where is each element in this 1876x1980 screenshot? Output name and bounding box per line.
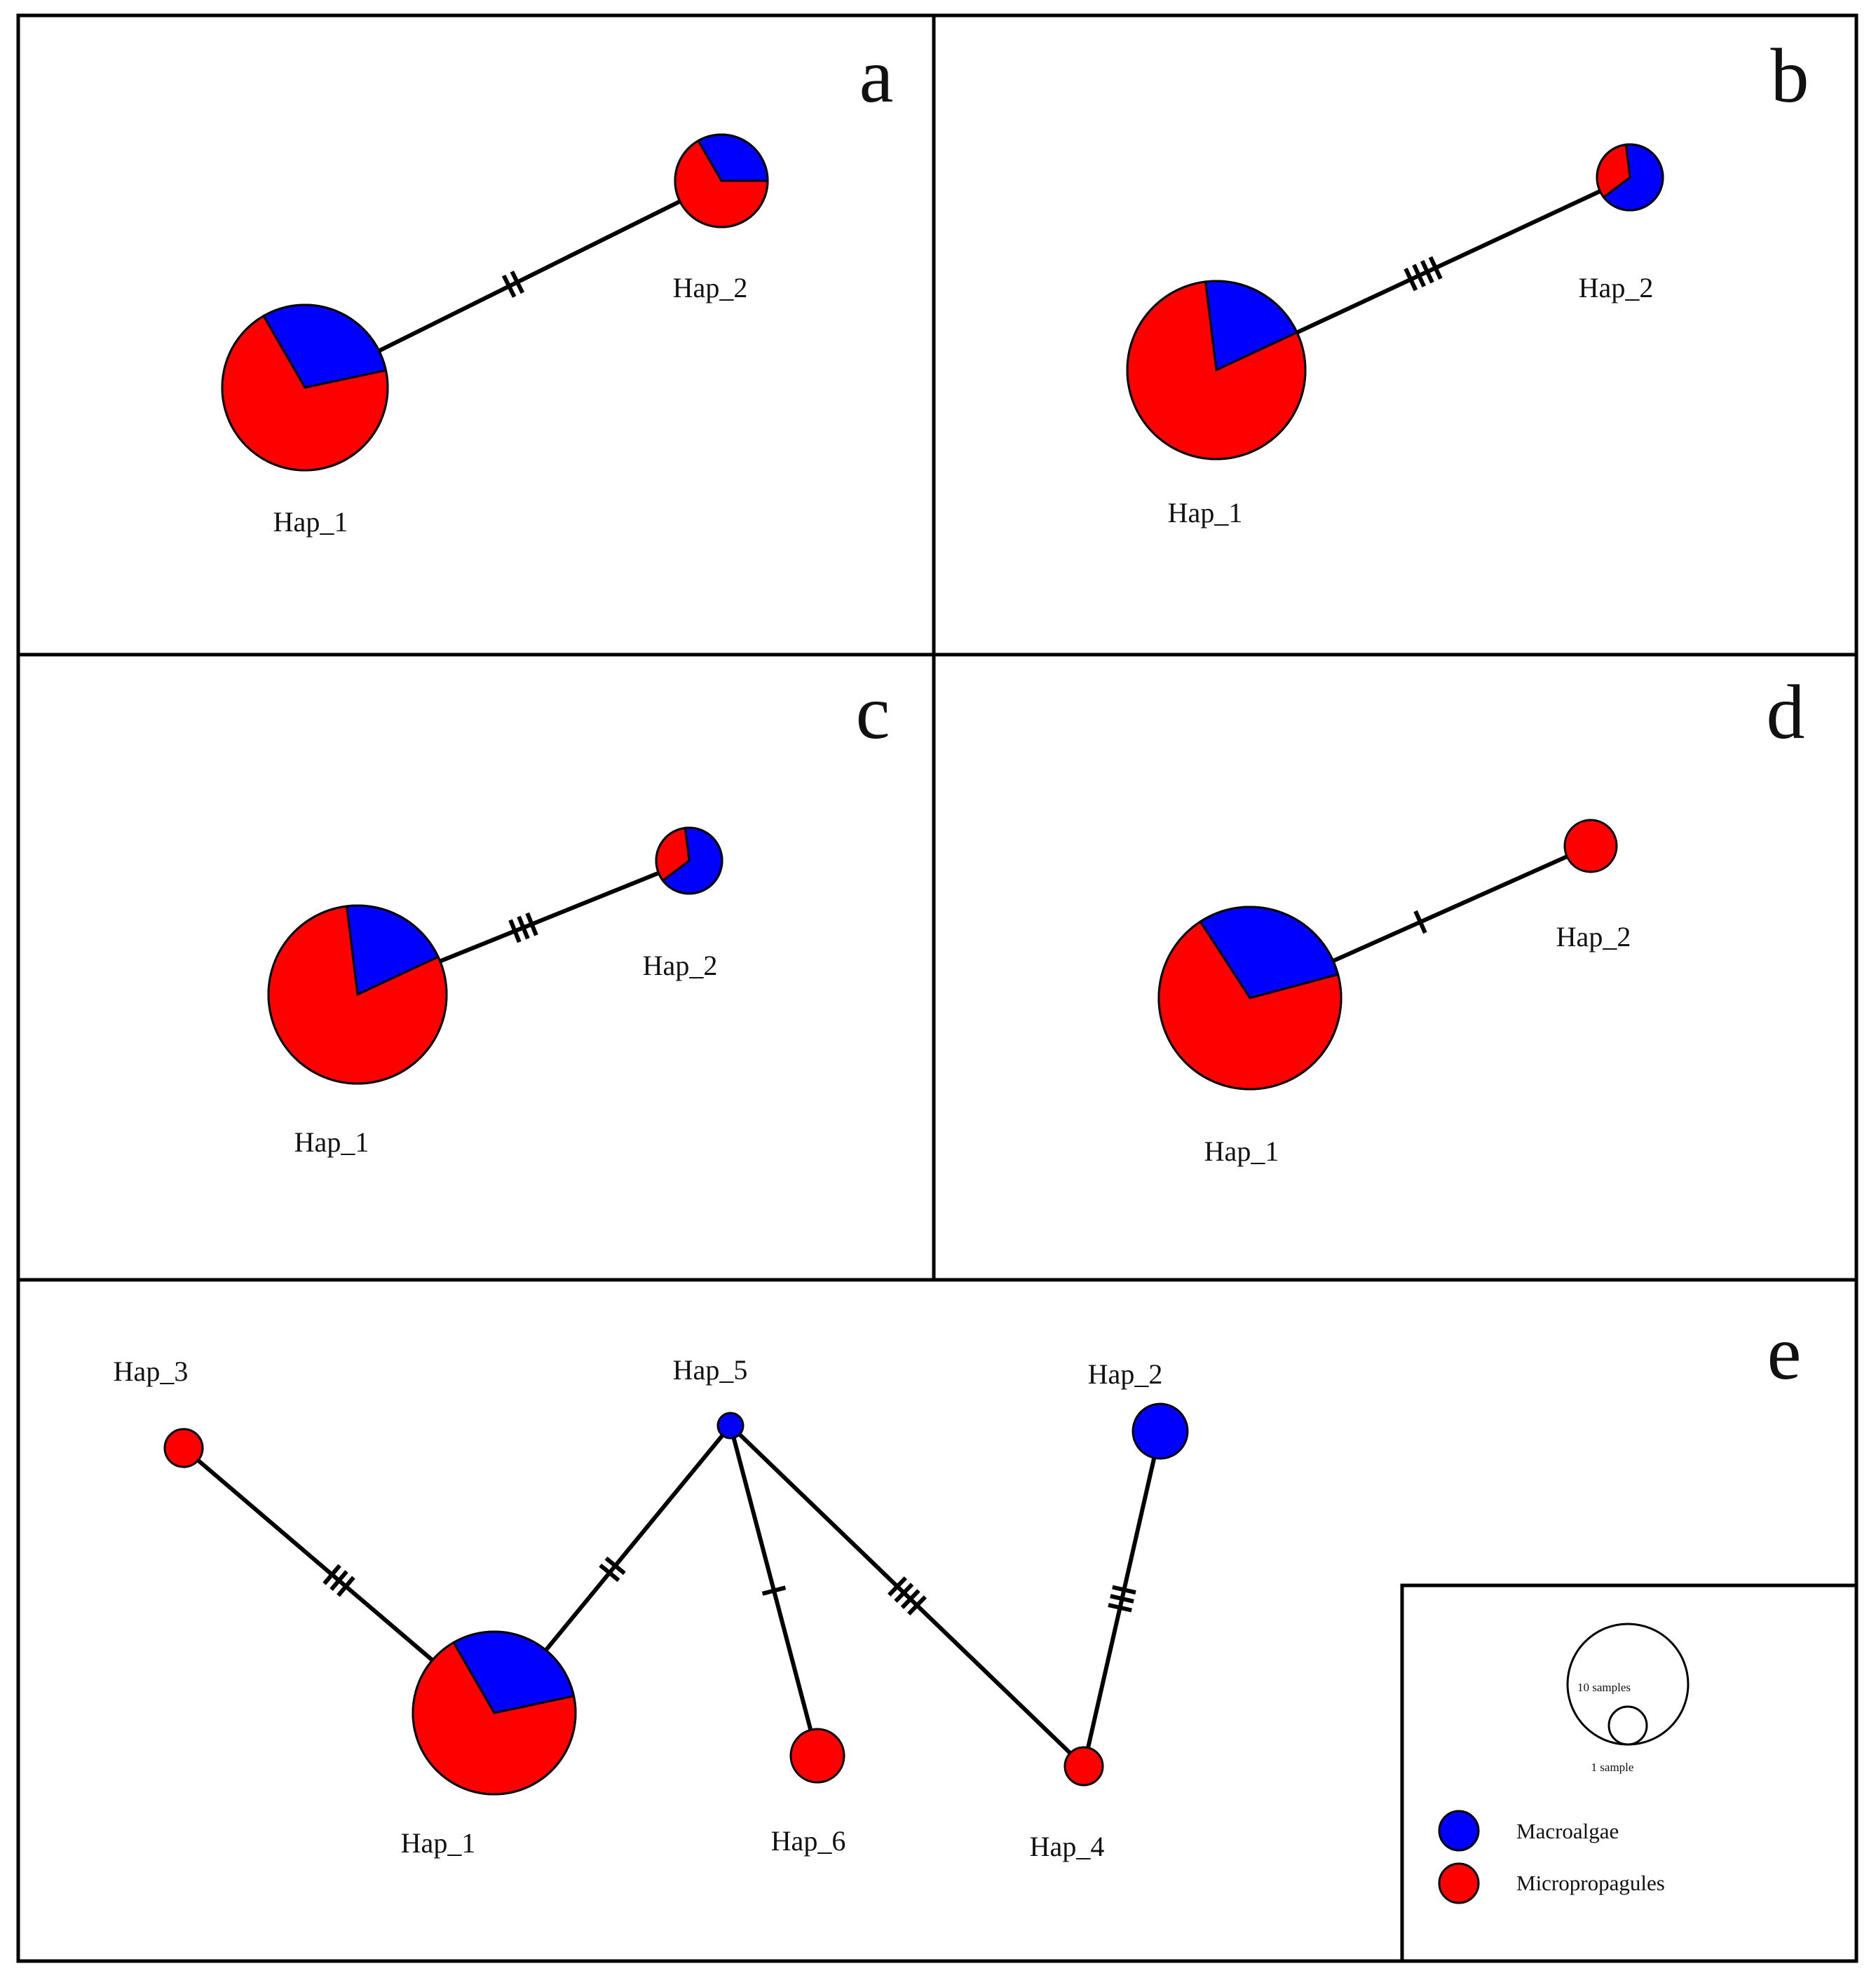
panel-e-edge-hap-3-hap-1-mutation-tick — [322, 1564, 341, 1585]
panel-d-hap-1-node-outline — [1157, 906, 1343, 1091]
panel-e-edge-hap-1-hap-5-mutation-tick — [604, 1556, 626, 1576]
panel-c-edge-hap-1-hap-2-mutation-tick — [525, 912, 538, 936]
legend: 10 samples 1 sample Macroalgae Microprop… — [1400, 1583, 1858, 1963]
panel-a-hap-1-label: Hap_1 — [273, 506, 348, 538]
panel-d-network: Hap_1 Hap_2 — [1157, 819, 1631, 1167]
panel-b-hap-1-node-outline — [1126, 280, 1307, 460]
legend-size-small-label: 1 sample — [1591, 1761, 1634, 1774]
panel-b-hap-2-node — [1596, 143, 1664, 212]
panel-e-hap-4-label: Hap_4 — [1030, 1831, 1105, 1862]
panel-c-hap-2-label: Hap_2 — [643, 950, 718, 981]
panel-d-hap-2-node-micropropagules-slice — [1563, 819, 1618, 873]
panel-d-letter: d — [1767, 669, 1805, 755]
panel-a-network: Hap_1 Hap_2 — [221, 133, 769, 538]
panel-b-edge-hap-1-hap-2-mutation-tick — [1428, 256, 1443, 280]
panel-e-hap-6-label: Hap_6 — [771, 1825, 846, 1857]
panel-e-hap-5-node — [716, 1412, 745, 1440]
panel-b-network: Hap_1 Hap_2 — [1126, 143, 1664, 528]
panel-e-edge-hap-5-hap-4-mutation-tick — [888, 1576, 907, 1597]
panel-d-hap-2-label: Hap_2 — [1556, 921, 1631, 953]
legend-label-macroalgae: Macroalgae — [1516, 1819, 1619, 1843]
panel-e-hap-6-node — [789, 1728, 845, 1784]
panel-a-edge-hap-1-hap-2-mutation-tick — [501, 274, 517, 298]
legend-size-small-circle — [1607, 1705, 1648, 1746]
panel-c-network: Hap_1 Hap_2 — [267, 826, 723, 1158]
panel-d-hap-2-node — [1563, 819, 1618, 873]
panel-a-hap-1-node — [221, 303, 389, 472]
panel-e-edge-hap-3-hap-1-mutation-tick — [329, 1570, 348, 1591]
panel-a-hap-2-node — [674, 133, 769, 228]
panel-e-edge-hap-1-hap-5-mutation-tick — [599, 1563, 620, 1583]
panel-c-edge-hap-1-hap-2-mutation-tick — [508, 919, 522, 943]
panel-b-hap-1-node — [1126, 280, 1307, 460]
panel-b-hap-2-label: Hap_2 — [1579, 272, 1654, 303]
figure-frame — [16, 13, 1858, 1963]
panel-c-letter: c — [856, 669, 890, 755]
panel-b-hap-1-label: Hap_1 — [1168, 497, 1243, 528]
panel-c-hap-1-node-outline — [267, 904, 448, 1085]
panel-c-hap-2-node — [655, 826, 723, 895]
panel-c-hap-2-node-outline — [655, 826, 723, 895]
panel-e-hap-5-label: Hap_5 — [673, 1354, 748, 1386]
panel-b-edge-hap-1-hap-2-mutation-tick — [1412, 264, 1427, 287]
panel-e-hap-2-node — [1131, 1402, 1189, 1460]
panel-a-letter: a — [859, 33, 894, 118]
panel-e-edge-hap-5-hap-4-mutation-tick — [894, 1583, 914, 1603]
legend-box — [1400, 1583, 1858, 1963]
panel-b-edge-hap-1-hap-2-mutation-tick — [1420, 260, 1434, 284]
panel-e-hap-2-node-macroalgae-slice — [1131, 1402, 1189, 1460]
panel-e-hap-2-label: Hap_2 — [1088, 1358, 1163, 1390]
panel-d-hap-1-label: Hap_1 — [1204, 1135, 1279, 1167]
panel-a-hap-1-node-outline — [221, 303, 389, 472]
panel-b-hap-2-node-outline — [1596, 143, 1664, 212]
panel-e-edge-hap-5-hap-4-mutation-tick — [900, 1589, 920, 1609]
panel-e-hap-3-label: Hap_3 — [114, 1356, 189, 1387]
panel-e-hap-5-node-macroalgae-slice — [716, 1412, 745, 1440]
panel-d-edge-hap-1-hap-2-mutation-tick — [1413, 910, 1427, 934]
panel-b-letter: b — [1771, 33, 1809, 118]
panel-d-hap-1-node — [1157, 906, 1343, 1091]
panel-e-edge-hap-4-hap-2-mutation-tick — [1112, 1585, 1136, 1595]
panel-c-edge-hap-1-hap-2-mutation-tick — [517, 915, 530, 940]
panel-b-edge-hap-1-hap-2-mutation-tick — [1403, 268, 1418, 292]
panel-e-edge-hap-5-hap-4 — [728, 1423, 1086, 1768]
panel-c-hap-1-label: Hap_1 — [294, 1126, 369, 1158]
panel-e-hap-4-node-micropropagules-slice — [1063, 1746, 1104, 1787]
panel-a-hap-2-label: Hap_2 — [673, 272, 748, 303]
panel-e-letter: e — [1767, 1310, 1802, 1395]
panel-e-hap-4-node — [1063, 1746, 1104, 1787]
panel-e-hap-3-node — [163, 1428, 204, 1468]
legend-size-large-label: 10 samples — [1577, 1681, 1631, 1694]
panel-e-network: Hap_1 Hap_2 Hap_3 Hap_4 Hap_5 Hap_6 — [114, 1354, 1189, 1862]
panel-e-edge-hap-5-hap-6-mutation-tick — [761, 1585, 787, 1596]
panel-e-hap-3-node-micropropagules-slice — [163, 1428, 204, 1468]
legend-swatch-micropropagules — [1438, 1862, 1480, 1904]
panel-e-edge-hap-4-hap-2-mutation-tick — [1108, 1602, 1132, 1613]
panel-e-edge-hap-3-hap-1-mutation-tick — [337, 1576, 355, 1597]
panel-e-hap-1-label: Hap_1 — [401, 1827, 476, 1859]
panel-a-edge-hap-1-hap-2-mutation-tick — [510, 271, 525, 294]
panel-e-hap-1-node — [412, 1630, 577, 1796]
legend-swatch-macroalgae — [1438, 1810, 1480, 1852]
panel-e-edge-hap-5-hap-4-mutation-tick — [907, 1595, 927, 1616]
panel-e-edge-hap-4-hap-2-mutation-tick — [1110, 1594, 1134, 1604]
panel-a-hap-2-node-outline — [674, 133, 769, 228]
panel-e-hap-6-node-micropropagules-slice — [789, 1728, 845, 1784]
legend-label-micropropagules: Micropropagules — [1516, 1871, 1665, 1895]
panel-c-hap-1-node — [267, 904, 448, 1085]
panel-e-hap-1-node-outline — [412, 1630, 577, 1796]
